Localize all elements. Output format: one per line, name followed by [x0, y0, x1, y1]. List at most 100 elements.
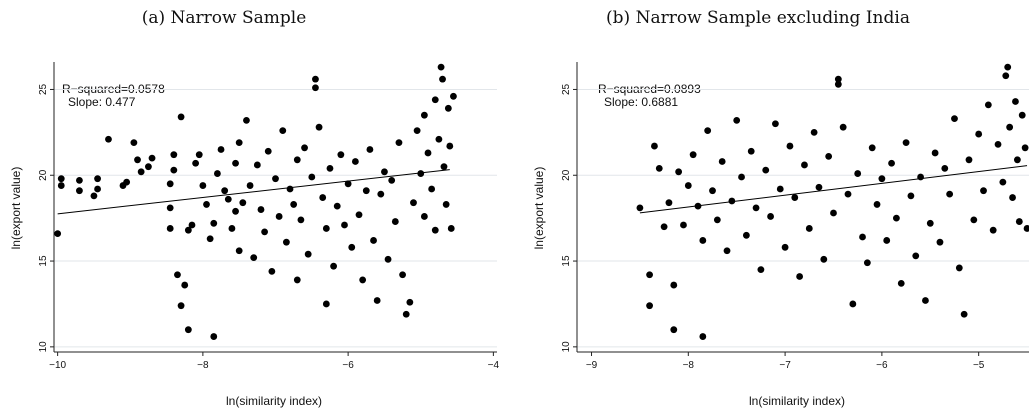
data-point [446, 142, 454, 150]
data-point [308, 173, 316, 181]
data-point [984, 101, 992, 109]
data-point [137, 168, 145, 176]
data-point [1009, 194, 1016, 201]
data-point [762, 166, 770, 174]
data-point [752, 204, 760, 212]
data-point [776, 185, 784, 193]
data-point [373, 297, 381, 304]
data-point [718, 158, 726, 165]
data-point [275, 213, 283, 220]
data-point [257, 206, 265, 213]
data-point [170, 151, 178, 159]
data-point [680, 221, 687, 229]
data-point [980, 187, 987, 195]
data-point [970, 216, 978, 224]
data-point [651, 142, 658, 150]
data-point [1015, 218, 1023, 225]
data-point [293, 276, 301, 284]
data-point [148, 154, 156, 162]
x-tick-label: −6 [876, 360, 888, 371]
data-point [810, 128, 818, 136]
data-point [820, 255, 828, 263]
data-point [786, 142, 794, 150]
y-tick-label: 10 [561, 341, 572, 353]
data-point [232, 207, 239, 215]
data-point [757, 266, 765, 274]
data-point [772, 120, 779, 128]
data-point [337, 151, 345, 159]
data-point [388, 177, 396, 184]
x-axis-label: ln(similarity index) [749, 394, 845, 408]
data-point [399, 271, 406, 279]
x-tick-label: −10 [49, 360, 66, 371]
data-point [878, 175, 886, 183]
data-point [699, 237, 707, 244]
data-point [279, 127, 287, 135]
data-point [428, 185, 436, 193]
data-point [290, 201, 298, 208]
data-point [670, 326, 678, 334]
data-point [166, 225, 174, 232]
data-point [902, 139, 910, 147]
panel-title: (a) Narrow Sample [142, 8, 307, 28]
data-point [348, 243, 356, 251]
data-point [417, 170, 425, 177]
data-point [145, 163, 152, 171]
x-tick-label: −4 [488, 360, 500, 371]
y-axis-label: ln(export value) [9, 167, 23, 250]
data-point [76, 187, 83, 195]
fit-line [639, 165, 1028, 214]
data-point [94, 185, 101, 193]
data-point [655, 164, 663, 172]
x-tick-label: −9 [586, 360, 598, 371]
data-point [250, 254, 258, 262]
data-point [912, 252, 920, 260]
data-point [796, 273, 804, 280]
data-point [54, 230, 62, 237]
data-point [355, 211, 363, 219]
data-point [936, 238, 944, 246]
data-point [315, 123, 323, 131]
data-point [203, 201, 210, 208]
data-point [177, 113, 185, 121]
slope-annotation: Slope: 0.6881 [604, 95, 678, 109]
data-point [922, 297, 929, 304]
data-point [815, 183, 823, 191]
data-point [246, 182, 254, 189]
data-point [391, 218, 399, 225]
data-point [210, 333, 218, 340]
data-point [181, 281, 189, 289]
y-tick-label: 20 [38, 169, 49, 181]
data-point [1012, 98, 1019, 105]
data-point [965, 156, 973, 164]
data-point [825, 152, 833, 160]
data-point [781, 243, 789, 251]
data-point [268, 267, 276, 275]
data-point [341, 221, 348, 229]
data-point [960, 310, 968, 318]
data-point [424, 149, 432, 157]
data-point [243, 116, 250, 124]
data-point [170, 166, 178, 174]
data-point [272, 175, 279, 183]
data-point [282, 238, 290, 246]
data-point [675, 168, 683, 176]
data-point [366, 146, 374, 153]
data-point [888, 159, 895, 167]
data-point [1013, 156, 1021, 164]
x-tick-label: −6 [342, 360, 354, 371]
data-point [713, 216, 721, 224]
data-point [130, 139, 138, 147]
data-point [723, 247, 731, 255]
data-point [931, 149, 939, 157]
data-point [975, 130, 983, 138]
data-point [370, 237, 377, 244]
data-point [1004, 63, 1012, 71]
data-point [184, 226, 192, 234]
data-point [210, 219, 218, 227]
data-point [199, 182, 207, 189]
data-point [235, 139, 243, 147]
y-tick-label: 15 [38, 255, 49, 267]
x-tick-label: −5 [973, 360, 985, 371]
data-point [395, 139, 403, 147]
